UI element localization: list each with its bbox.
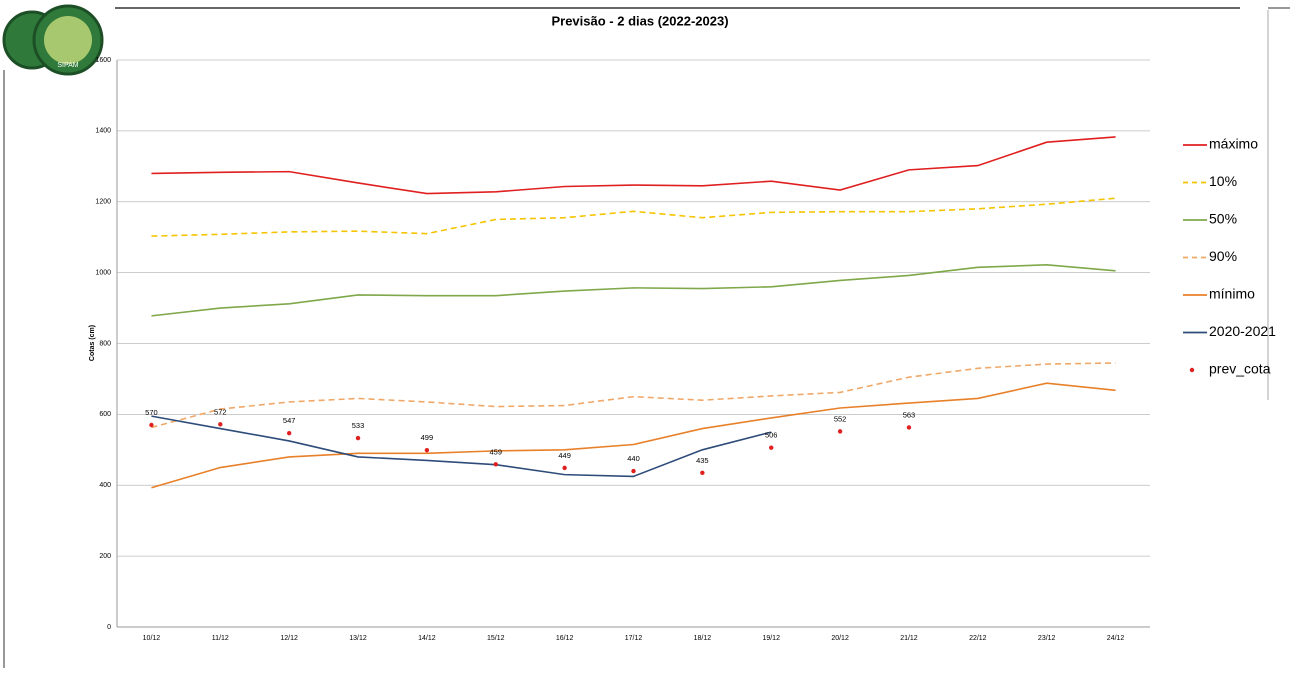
point xyxy=(286,430,292,436)
x-tick-label: 17/12 xyxy=(625,635,643,642)
legend-label: 10% xyxy=(1209,173,1237,189)
point xyxy=(769,445,774,450)
legend-label: máximo xyxy=(1209,136,1258,152)
legend-label: mínimo xyxy=(1209,286,1255,302)
series-line xyxy=(151,362,1116,429)
x-tick-label: 21/12 xyxy=(900,635,918,642)
data-label: 459 xyxy=(490,447,503,456)
x-tick-label: 18/12 xyxy=(694,635,712,642)
y-tick-label: 200 xyxy=(99,553,111,560)
data-label: 506 xyxy=(765,431,778,440)
data-label: 440 xyxy=(627,454,640,463)
x-tick-label: 20/12 xyxy=(831,635,849,642)
series-line xyxy=(151,197,1116,237)
logo-text: SIPAM xyxy=(57,62,78,69)
logo: SIPAM xyxy=(2,4,104,76)
data-label: 563 xyxy=(903,410,916,419)
legend-label: 50% xyxy=(1209,211,1237,227)
point xyxy=(906,425,912,430)
point xyxy=(837,429,843,434)
legend-label: prev_cota xyxy=(1209,361,1271,377)
data-label: 552 xyxy=(834,414,847,423)
x-tick-label: 24/12 xyxy=(1107,635,1125,642)
point xyxy=(218,422,223,427)
y-tick-label: 400 xyxy=(99,482,111,489)
series-line xyxy=(151,264,1116,317)
point xyxy=(493,462,498,467)
y-tick-label: 1200 xyxy=(95,199,111,206)
y-tick-label: 1400 xyxy=(95,128,111,135)
x-tick-label: 15/12 xyxy=(487,635,505,642)
data-label: 533 xyxy=(352,421,365,430)
y-tick-label: 1000 xyxy=(95,269,111,276)
x-tick-label: 19/12 xyxy=(762,635,780,642)
y-tick-label: 1600 xyxy=(95,57,111,64)
logo-leaf xyxy=(44,16,92,64)
y-tick-label: 600 xyxy=(99,411,111,418)
series-line xyxy=(151,415,772,478)
x-tick-label: 12/12 xyxy=(280,635,298,642)
point xyxy=(631,468,636,474)
chart-title: Previsão - 2 dias (2022-2023) xyxy=(551,13,728,28)
legend-label: 90% xyxy=(1209,248,1237,264)
data-label: 435 xyxy=(696,456,709,465)
data-label: 499 xyxy=(421,433,434,442)
data-label: 449 xyxy=(558,451,571,460)
point xyxy=(562,465,567,471)
x-tick-label: 11/12 xyxy=(212,635,229,642)
y-tick-label: 0 xyxy=(107,624,111,631)
data-label: 572 xyxy=(214,407,227,416)
x-tick-label: 13/12 xyxy=(349,635,367,642)
data-label: 570 xyxy=(145,408,158,417)
y-axis-label: Cotas (cm) xyxy=(89,325,96,361)
point xyxy=(149,422,154,428)
data-label: 547 xyxy=(283,416,296,425)
x-tick-label: 10/12 xyxy=(143,635,161,642)
x-tick-label: 14/12 xyxy=(418,635,436,642)
x-tick-label: 22/12 xyxy=(969,635,987,642)
point xyxy=(355,435,361,441)
series-line xyxy=(151,136,1116,195)
point xyxy=(424,447,430,453)
y-tick-label: 800 xyxy=(99,340,111,347)
x-tick-label: 16/12 xyxy=(556,635,574,642)
series-line xyxy=(151,382,1116,489)
x-tick-label: 23/12 xyxy=(1038,635,1056,642)
point xyxy=(700,470,705,476)
legend-label: 2020-2021 xyxy=(1209,323,1276,339)
legend-marker xyxy=(1189,367,1195,373)
